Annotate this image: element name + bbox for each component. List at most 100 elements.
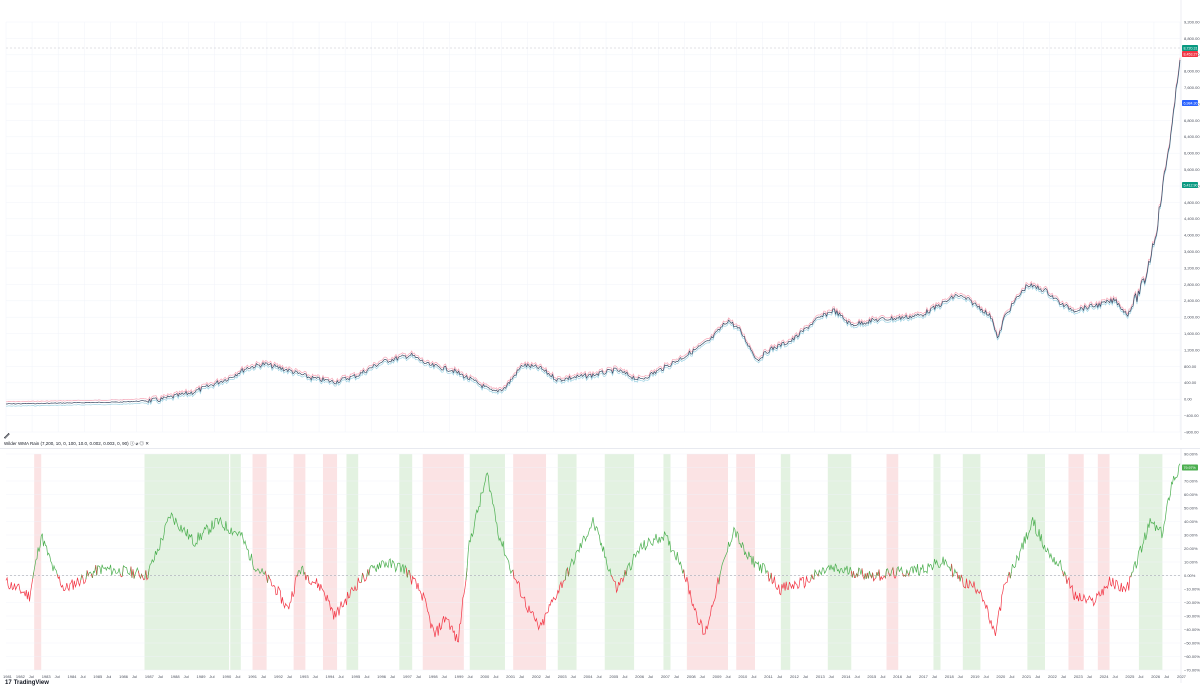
time-axis-label: 1995 (351, 674, 361, 679)
main-y-tick-label: 5,600.00 (1184, 167, 1200, 172)
returns-positive-segment (368, 558, 408, 578)
time-axis-label: Jul (880, 674, 885, 679)
osc-y-tick-label: 90.00% (1184, 451, 1198, 456)
returns-positive-segment (817, 563, 853, 578)
returns-positive-segment (121, 565, 133, 578)
returns-negative-segment (56, 574, 83, 592)
osc-y-tick-label: 30.00% (1184, 532, 1198, 537)
time-axis-label: 2025 (1125, 674, 1135, 679)
time-axis-label: Jul (519, 674, 524, 679)
time-axis-label: Jul (442, 674, 447, 679)
price-badge-text: 8,453.27 (1184, 52, 1198, 56)
time-axis-label: Jul (829, 674, 834, 679)
main-y-tick-label: 400.00 (1184, 380, 1197, 385)
osc-y-tick-label: 20.00% (1184, 546, 1198, 551)
time-axis-label: Jul (545, 674, 550, 679)
main-y-tick-label: −800.00 (1184, 429, 1199, 434)
main-pane-bg (0, 0, 1200, 440)
time-axis-label: 1988 (171, 674, 181, 679)
returns-negative-segment (5, 572, 35, 602)
time-axis-label: Jul (803, 674, 808, 679)
time-axis-label: Jul (958, 674, 963, 679)
price-badge-bg (1182, 45, 1198, 51)
returns-negative-segment (610, 570, 626, 594)
price-series-line (6, 59, 1181, 405)
osc-y-tick-label: −70.00% (1184, 667, 1200, 672)
time-axis-label: Jul (1009, 674, 1014, 679)
time-axis-label: Jul (209, 674, 214, 679)
osc-y-tick-label: −30.00% (1184, 613, 1200, 618)
time-axis-label: 2009 (713, 674, 723, 679)
price-badge-text: 5,412.90 (1184, 183, 1198, 187)
indicator-label-1[interactable]: Wilder WMA Rain (7,200, 10, 0, 100, 10.0… (4, 441, 150, 446)
time-axis-label: 2005 (609, 674, 619, 679)
main-y-tick-label: 8,800.00 (1184, 36, 1200, 41)
time-axis-label: 1993 (300, 674, 310, 679)
time-axis-label: Jul (751, 674, 756, 679)
osc-y-tick-label: −20.00% (1184, 600, 1200, 605)
time-axis-label: 1989 (197, 674, 207, 679)
time-axis-label: Jul (1035, 674, 1040, 679)
time-axis-label: Jul (622, 674, 627, 679)
osc-value-badge-text: 79.97% (1184, 466, 1197, 470)
time-axis-label: Jul (390, 674, 395, 679)
returns-positive-segment (1009, 517, 1065, 579)
tradingview-logo-text: TradingView (13, 680, 49, 686)
main-y-tick-label: 7,600.00 (1184, 85, 1200, 90)
returns-positive-segment (1130, 463, 1181, 577)
time-axis-label: Jul (983, 674, 988, 679)
price-badge-text: 8,720.31 (1184, 46, 1198, 50)
time-axis-label: Jul (184, 674, 189, 679)
price-badge-bg (1182, 51, 1198, 57)
osc-y-tick-label: 10.00% (1184, 559, 1198, 564)
time-axis-label: 2018 (945, 674, 955, 679)
time-axis-label: 2024 (1100, 674, 1110, 679)
time-axis-label: Jul (1112, 674, 1117, 679)
returns-positive-segment (718, 526, 770, 585)
price-badge-bg (1182, 100, 1198, 106)
osc-y-tick-label: 60.00% (1184, 492, 1198, 497)
time-axis-label: 1997 (403, 674, 413, 679)
time-axis-label: 2001 (506, 674, 516, 679)
time-axis-label: Jul (674, 674, 679, 679)
time-axis-label: 2021 (1022, 674, 1032, 679)
main-y-tick-label: 4,800.00 (1184, 200, 1200, 205)
time-axis-label: 2023 (1074, 674, 1084, 679)
time-axis-label: 2002 (532, 674, 542, 679)
time-axis-label: Jul (596, 674, 601, 679)
time-axis-label: 2011 (764, 674, 773, 679)
time-axis-label: 2015 (867, 674, 877, 679)
time-axis-label: Jul (1087, 674, 1092, 679)
osc-y-tick-label: 0.00% (1184, 573, 1196, 578)
time-axis-label: 2000 (480, 674, 490, 679)
time-axis-label: 1983 (42, 674, 52, 679)
main-y-tick-label: 800.00 (1184, 364, 1197, 369)
main-y-tick-label: 4,000.00 (1184, 233, 1200, 238)
main-price-chart[interactable]: 9,200.008,800.008,400.008,000.007,600.00… (0, 0, 1200, 440)
returns-positive-segment (96, 564, 122, 577)
main-y-tick-label: 4,400.00 (1184, 216, 1200, 221)
lower-band-line (6, 62, 1181, 407)
tradingview-logo[interactable]: 17 TradingView (5, 680, 49, 686)
time-axis-label: 2017 (919, 674, 929, 679)
osc-value-badge-bg (1182, 464, 1198, 471)
returns-negative-segment (1065, 572, 1133, 607)
main-y-tick-label: 1,600.00 (1184, 331, 1200, 336)
time-axis-label: 1990 (222, 674, 232, 679)
drawing-tool-icon[interactable] (3, 432, 10, 439)
main-y-tick-label: 6,800.00 (1184, 118, 1200, 123)
returns-negative-segment (268, 570, 299, 610)
price-badge: 5,412.90 (1182, 182, 1198, 188)
time-axis-label: 1982 (16, 674, 26, 679)
returns-positive-segment (147, 512, 267, 579)
time-axis-label: 2004 (584, 674, 594, 679)
osc-y-tick-label: 50.00% (1184, 505, 1198, 510)
time-axis-label: 1984 (68, 674, 78, 679)
tradingview-logo-icon: 17 (5, 680, 12, 686)
time-axis-label: 1985 (93, 674, 103, 679)
time-axis-label: 2003 (558, 674, 568, 679)
time-axis-label: 2020 (996, 674, 1006, 679)
main-y-tick-label: −400.00 (1184, 413, 1199, 418)
returns-negative-segment (960, 571, 1010, 636)
returns-oscillator-chart[interactable]: 90.00%80.00%70.00%60.00%50.00%40.00%30.0… (0, 448, 1200, 683)
